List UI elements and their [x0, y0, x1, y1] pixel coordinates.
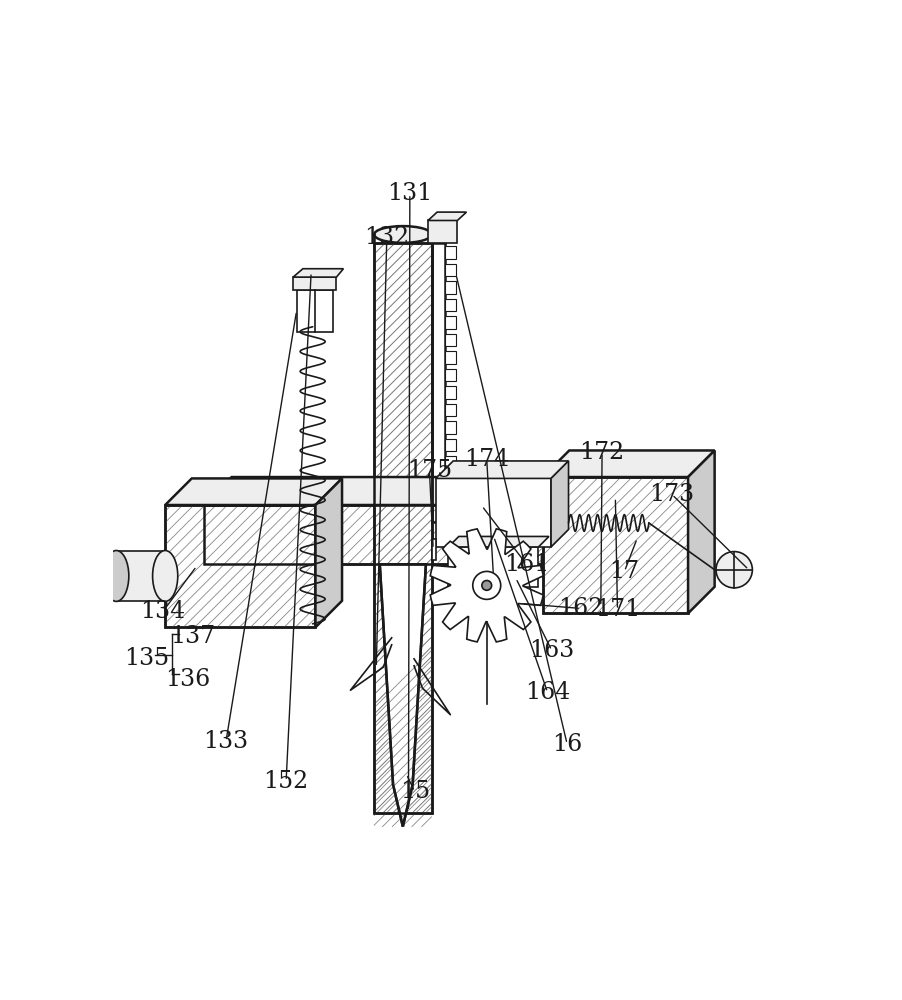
Text: 17: 17 — [610, 560, 640, 583]
Polygon shape — [446, 474, 456, 486]
Polygon shape — [551, 461, 568, 547]
Polygon shape — [446, 404, 456, 416]
Bar — [543, 477, 688, 613]
Polygon shape — [446, 299, 456, 311]
Text: 172: 172 — [579, 441, 625, 464]
Polygon shape — [672, 477, 700, 564]
Text: 135: 135 — [124, 647, 169, 670]
Polygon shape — [116, 551, 165, 601]
Polygon shape — [446, 386, 456, 399]
Circle shape — [482, 580, 492, 590]
Polygon shape — [446, 508, 456, 521]
Ellipse shape — [374, 226, 431, 243]
Text: 133: 133 — [204, 730, 249, 753]
Polygon shape — [688, 450, 714, 613]
Polygon shape — [446, 246, 456, 259]
Polygon shape — [316, 478, 342, 627]
Polygon shape — [446, 316, 456, 329]
Polygon shape — [293, 269, 344, 277]
Polygon shape — [446, 439, 456, 451]
Polygon shape — [380, 564, 426, 827]
Text: 131: 131 — [387, 182, 432, 205]
Polygon shape — [543, 450, 714, 477]
Bar — [297, 290, 333, 332]
Bar — [431, 539, 436, 560]
Text: 136: 136 — [166, 668, 211, 691]
Text: 132: 132 — [364, 226, 410, 249]
Text: 134: 134 — [141, 600, 186, 623]
Bar — [374, 243, 431, 813]
Polygon shape — [436, 461, 568, 478]
Bar — [293, 277, 336, 290]
Circle shape — [473, 571, 501, 599]
Text: 152: 152 — [263, 770, 308, 793]
Text: 171: 171 — [594, 598, 640, 621]
Ellipse shape — [104, 551, 129, 601]
Polygon shape — [446, 351, 456, 364]
Polygon shape — [446, 456, 456, 469]
Ellipse shape — [152, 551, 178, 601]
Bar — [165, 505, 316, 627]
Text: 173: 173 — [649, 483, 695, 506]
Polygon shape — [446, 334, 456, 346]
Text: 137: 137 — [170, 625, 216, 648]
Text: 164: 164 — [525, 681, 570, 704]
Polygon shape — [446, 264, 456, 276]
Polygon shape — [446, 281, 456, 294]
Polygon shape — [430, 529, 543, 642]
Polygon shape — [204, 477, 700, 505]
Bar — [204, 505, 672, 564]
Text: 162: 162 — [558, 597, 603, 620]
Text: 174: 174 — [465, 448, 510, 471]
Text: 175: 175 — [407, 459, 452, 482]
Polygon shape — [448, 536, 549, 547]
Circle shape — [716, 552, 752, 588]
Polygon shape — [446, 421, 456, 434]
Bar — [374, 243, 431, 813]
Bar — [448, 547, 538, 587]
Polygon shape — [165, 478, 342, 505]
Bar — [543, 477, 688, 613]
Bar — [165, 505, 316, 627]
Polygon shape — [446, 491, 456, 504]
Polygon shape — [428, 212, 466, 220]
Bar — [204, 505, 672, 564]
Polygon shape — [446, 369, 456, 381]
Text: 16: 16 — [552, 733, 583, 756]
Bar — [436, 478, 551, 547]
Bar — [428, 220, 457, 243]
Text: 163: 163 — [529, 639, 575, 662]
Text: 15: 15 — [400, 780, 429, 803]
Text: 161: 161 — [504, 553, 549, 576]
